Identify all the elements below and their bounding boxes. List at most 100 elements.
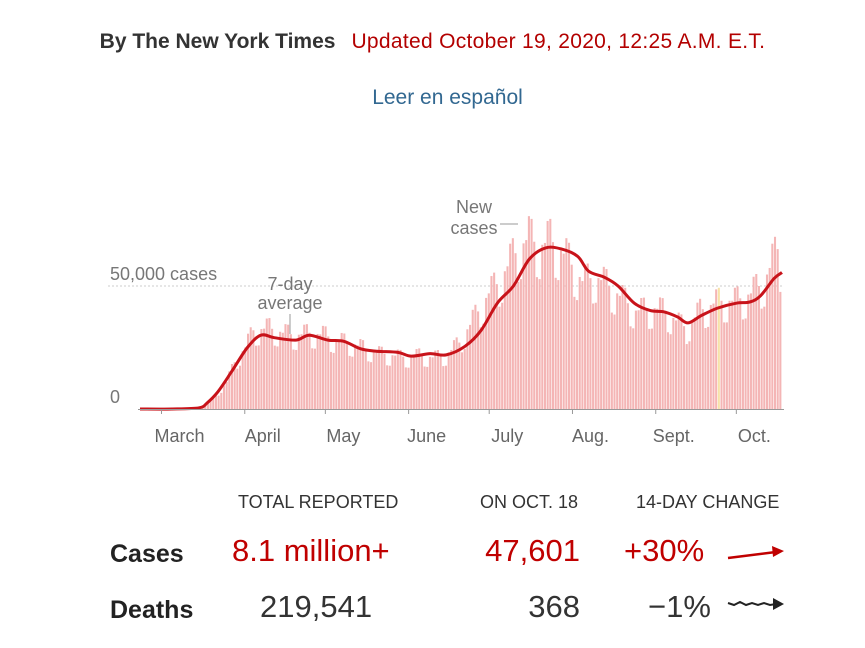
chart-bars [164, 216, 782, 409]
bar [329, 351, 332, 409]
bar [383, 353, 386, 409]
bar [610, 312, 613, 409]
bar [463, 348, 466, 409]
bar [273, 345, 276, 409]
bar [608, 286, 611, 409]
bar [661, 298, 664, 409]
bar [332, 352, 335, 409]
bar [725, 322, 728, 409]
deaths-label: Deaths [110, 596, 194, 624]
bar [396, 349, 399, 409]
bar [356, 345, 359, 409]
bar [268, 318, 271, 409]
cases-total: 8.1 million+ [232, 533, 390, 568]
bar [741, 319, 744, 409]
bar [458, 342, 461, 409]
bar [354, 344, 357, 409]
bar [709, 304, 712, 409]
bar [720, 300, 723, 409]
bar [522, 243, 525, 409]
bar [477, 311, 480, 409]
bar [685, 344, 688, 409]
bar [214, 395, 217, 409]
bar [693, 317, 696, 409]
bar [399, 349, 402, 409]
bar [546, 220, 549, 409]
bar [428, 356, 431, 409]
annotation-7-day-average: 7-day [267, 274, 312, 294]
bar [511, 238, 514, 409]
bar [487, 293, 490, 409]
bar [222, 385, 225, 409]
bar [533, 241, 536, 409]
bar [281, 332, 284, 409]
bar [345, 342, 349, 409]
bar [295, 349, 298, 409]
bar [450, 349, 453, 409]
x-tick-label: May [326, 426, 360, 446]
bar [252, 330, 255, 409]
bar [514, 253, 517, 409]
bar [455, 337, 458, 409]
cases-trend-arrow-icon [727, 546, 784, 560]
bar [287, 324, 290, 409]
bar [474, 304, 477, 409]
bar [616, 293, 619, 409]
spanish-link[interactable]: Leer en español [372, 86, 523, 109]
bar [704, 328, 707, 409]
header-total: TOTAL REPORTED [238, 492, 399, 512]
bar [589, 278, 592, 409]
bar [247, 333, 250, 409]
bar [311, 348, 314, 409]
bar [212, 397, 215, 409]
byline: By The New York Times Updated October 19,… [0, 30, 865, 54]
chart-average-line [139, 245, 783, 411]
bar [749, 293, 752, 409]
bar [621, 285, 624, 409]
bar [653, 308, 656, 409]
bar [559, 250, 563, 409]
bar [517, 281, 520, 409]
bar [760, 308, 763, 409]
bar [592, 303, 595, 409]
cases-chart: March April May June July Aug. Sept. Oct. 0 50,0… [108, 197, 784, 446]
bar [420, 355, 423, 409]
bar [626, 303, 629, 409]
x-tick-label: Sept. [653, 426, 695, 446]
bar [362, 340, 365, 409]
bar [506, 266, 509, 409]
bar [597, 278, 600, 409]
bar [324, 326, 327, 409]
bar [763, 306, 766, 409]
bar [292, 349, 295, 409]
annotation-new-cases: cases [450, 218, 497, 238]
bar [527, 216, 530, 409]
bar [776, 249, 779, 409]
bar [434, 350, 437, 409]
bar [629, 326, 632, 409]
bar [712, 303, 715, 409]
bar [495, 284, 498, 409]
bar [300, 334, 303, 409]
bar [471, 309, 474, 409]
x-tick-label: June [407, 426, 446, 446]
bar [337, 340, 341, 409]
updated-timestamp: Updated October 19, 2020, 12:25 A.M. E.T… [351, 30, 766, 53]
bar [634, 310, 637, 409]
bar [439, 355, 442, 409]
bar [578, 276, 581, 409]
bar [618, 295, 621, 409]
bar [378, 346, 381, 409]
bar [228, 371, 231, 409]
bar [418, 348, 421, 409]
bar [316, 333, 319, 409]
bar [586, 263, 589, 409]
bar [335, 340, 338, 409]
bar [530, 218, 533, 409]
bar [444, 365, 448, 409]
bar [747, 294, 750, 409]
bar [206, 402, 209, 409]
bar [431, 357, 434, 409]
deaths-total: 219,541 [260, 589, 373, 624]
